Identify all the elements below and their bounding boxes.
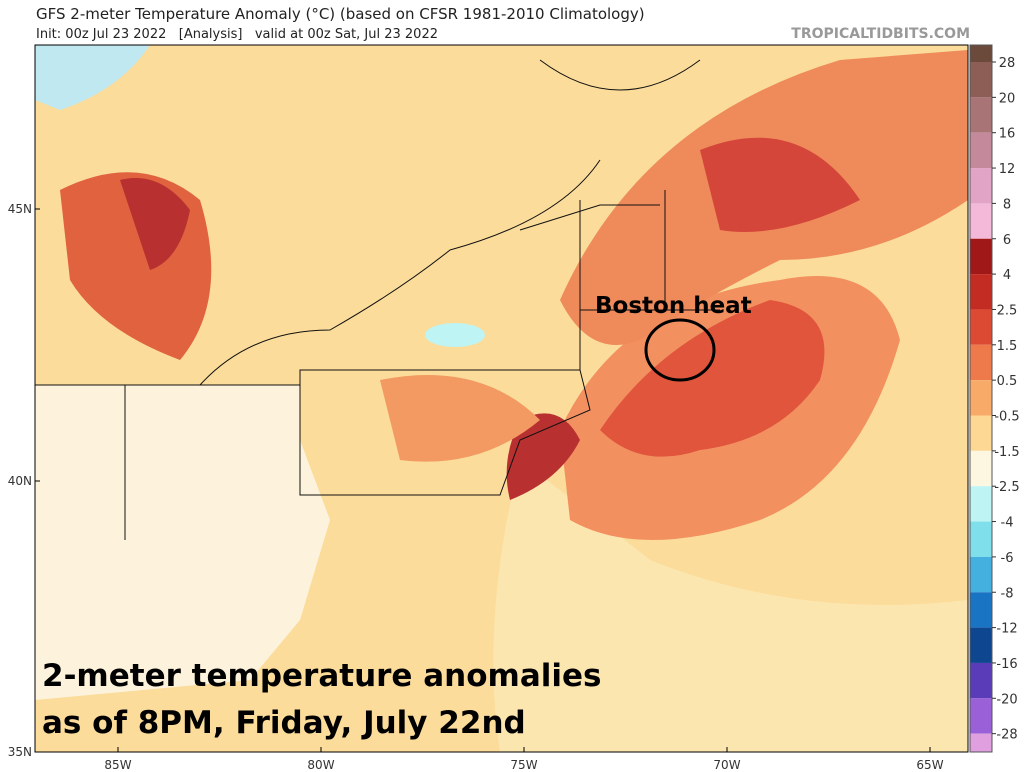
colorbar-swatch	[970, 62, 992, 98]
lat-label: 35N	[8, 745, 32, 759]
caption: 2-meter temperature anomalies	[42, 658, 601, 694]
colorbar-label: 6	[1003, 233, 1011, 248]
colorbar-swatch	[970, 486, 992, 522]
map	[35, 45, 968, 752]
lon-label: 65W	[916, 758, 943, 772]
colorbar-label: -16	[996, 657, 1017, 672]
nyc-hot	[506, 413, 580, 500]
colorbar-swatch	[970, 556, 992, 593]
colorbar-swatch	[970, 627, 992, 663]
site-name: TROPICALTIDBITS.COM	[791, 26, 970, 42]
colorbar-label: -4	[1001, 516, 1014, 531]
map-frame	[34, 44, 969, 753]
colorbar-label: -8	[1001, 586, 1014, 601]
state-borders	[35, 190, 720, 540]
colorbar-swatch	[970, 733, 992, 752]
colorbar-label: 1.5	[997, 339, 1018, 354]
light-area	[35, 385, 330, 700]
colorbar-label: 16	[999, 127, 1016, 142]
colorbar-label: 4	[1003, 268, 1011, 283]
colorbar-label: -0.5	[994, 410, 1019, 425]
colorbar-label: 20	[999, 91, 1016, 106]
colorbar-swatch	[970, 238, 992, 275]
colorbar-swatch	[970, 662, 992, 699]
colorbar-label: -1.5	[994, 445, 1019, 460]
colorbar-label: 8	[1003, 197, 1011, 212]
maine-hot	[700, 137, 860, 232]
caption: as of 8PM, Friday, July 22nd	[42, 705, 526, 741]
lon-label: 70W	[713, 758, 740, 772]
colorbar-label: 12	[999, 162, 1016, 177]
colorbar-swatch	[970, 132, 992, 169]
colorbar-label: -6	[1001, 551, 1014, 566]
lat-label: 45N	[8, 202, 32, 216]
colorbar-label: -12	[996, 622, 1017, 637]
michigan-core	[120, 178, 190, 270]
lon-label: 85W	[104, 758, 131, 772]
colorbar-swatch	[970, 45, 992, 62]
colorbar-label: -28	[996, 728, 1017, 743]
colorbar-frame	[969, 44, 993, 753]
colorbar-swatch	[970, 380, 992, 416]
lat-label: 40N	[8, 474, 32, 488]
colorbar-label: 2.5	[997, 303, 1018, 318]
lon-label: 75W	[510, 758, 537, 772]
cool-patch	[35, 45, 150, 110]
colorbar-swatch	[970, 450, 992, 487]
colorbar-swatch	[970, 698, 992, 734]
colorbar-swatch	[970, 203, 992, 239]
boston-circle	[644, 318, 716, 382]
callout: Boston heat	[595, 293, 752, 319]
init-line: Init: 00z Jul 23 2022 [Analysis] valid a…	[36, 27, 438, 42]
colorbar-swatch	[970, 309, 992, 345]
colorbar-swatch	[970, 344, 992, 381]
colorbar-swatch	[970, 97, 992, 133]
colorbar-label: -2.5	[994, 480, 1019, 495]
colorbar-swatch	[970, 168, 992, 204]
cool-patch	[425, 323, 485, 347]
lon-label: 80W	[307, 758, 334, 772]
colorbar-label: -20	[996, 692, 1017, 707]
colorbar-swatch	[970, 274, 992, 310]
colorbar-swatch	[970, 592, 992, 628]
colorbar-label: 28	[999, 56, 1016, 71]
colorbar-label: 0.5	[997, 374, 1018, 389]
colorbar-swatch	[970, 415, 992, 451]
title: GFS 2-meter Temperature Anomaly (°C) (ba…	[36, 5, 645, 23]
coastline	[199, 59, 701, 386]
ocean-hot	[600, 300, 825, 457]
pa-warm	[380, 375, 540, 462]
colorbar-swatch	[970, 521, 992, 557]
